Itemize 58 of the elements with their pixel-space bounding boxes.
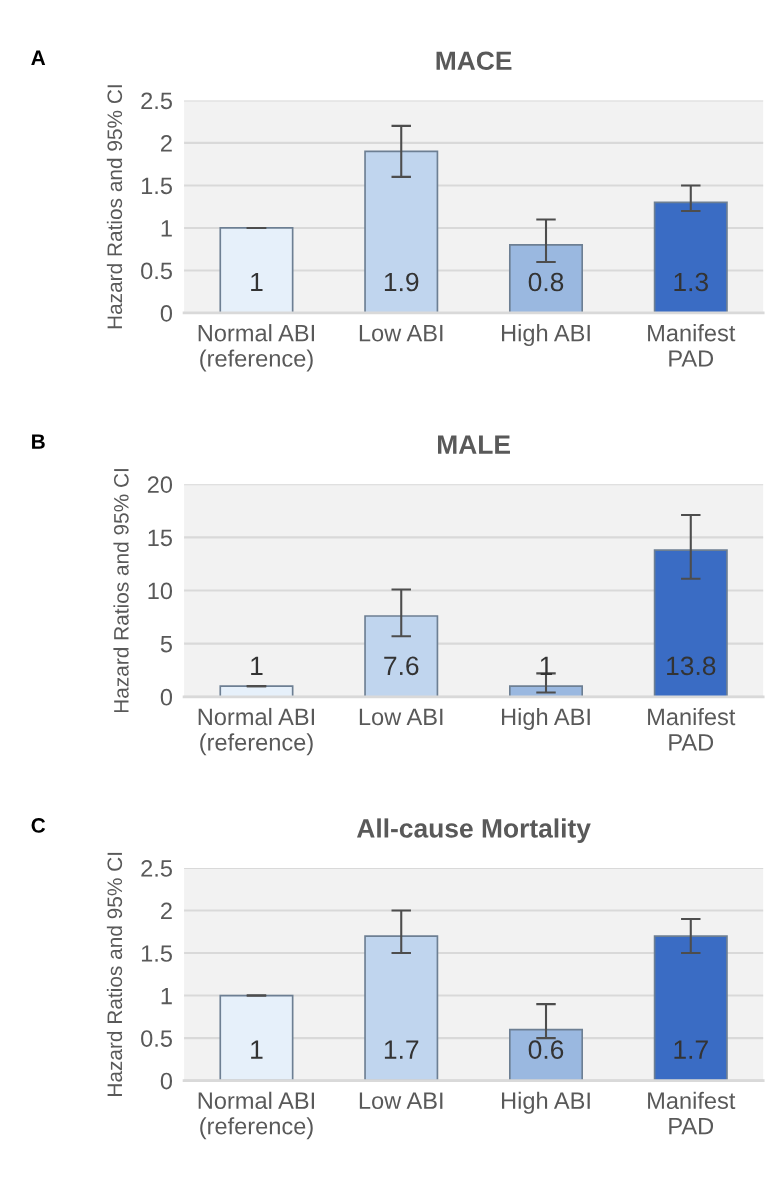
y-tick-label: 20 (147, 476, 173, 493)
y-tick-label: 2.5 (141, 92, 172, 110)
data-label: 1 (251, 1040, 263, 1059)
bar (508, 244, 584, 313)
x-tick-label: High ABI (502, 707, 590, 730)
x-tick-label: Low ABI (359, 324, 443, 342)
bar (653, 201, 728, 313)
y-tick-label: 0.5 (141, 1030, 172, 1047)
y-tick-label: 10 (148, 582, 173, 600)
y-tick-label: 0.5 (141, 262, 172, 280)
x-tick-label: Manifest PAD (648, 707, 736, 751)
x-tick-label: Low ABI (359, 708, 443, 726)
data-label: 0.6 (528, 1040, 564, 1059)
y-tick-label: 1 (161, 987, 172, 1005)
x-tick-label: Manifest PAD (648, 1091, 736, 1135)
text: B (32, 434, 45, 449)
bar (364, 615, 439, 697)
data-label: 1 (251, 272, 263, 292)
x-tick-label: High ABI (502, 1091, 590, 1114)
x-tick-label: Normal ABI (reference) (198, 1091, 314, 1140)
data-label: 1.9 (384, 272, 419, 292)
bar (653, 549, 728, 697)
y-axis-title: Hazard Ratios and 95% CI (106, 85, 123, 329)
x-tick-label: Low ABI (359, 1092, 443, 1110)
data-label: 0.8 (528, 272, 564, 292)
text: C (31, 818, 46, 833)
x-tick-label: Manifest PAD (648, 324, 736, 367)
y-tick-label: 2.5 (141, 860, 172, 877)
x-tick-label: Normal ABI (reference) (198, 707, 314, 756)
y-tick-label: 15 (148, 529, 172, 547)
data-label: 13.8 (667, 656, 716, 676)
y-tick-label: 1 (161, 220, 172, 237)
y-axis-title: Hazard Ratios and 95% CI (113, 469, 129, 713)
data-label: 7.6 (384, 656, 419, 676)
data-label: 1 (251, 656, 263, 675)
y-tick-label: 5 (160, 635, 172, 653)
y-tick-label: 0 (160, 305, 173, 322)
y-tick-label: 2 (161, 902, 172, 920)
bar (508, 1028, 584, 1081)
x-tick-label: High ABI (502, 324, 590, 347)
chart-title: All-cause Mortality (356, 818, 591, 843)
y-tick-label: 2 (161, 134, 172, 152)
data-label: 1.3 (674, 272, 708, 292)
chart-title: MALE (438, 435, 510, 454)
y-tick-label: 1.5 (141, 945, 172, 962)
data-label: 1.7 (384, 1040, 419, 1059)
y-axis-title: Hazard Ratios and 95% CI (106, 852, 123, 1096)
bar (653, 935, 728, 1081)
data-label: 1.7 (674, 1040, 708, 1059)
bar (364, 150, 439, 313)
y-tick-label: 1.5 (141, 177, 172, 195)
x-tick-label: Normal ABI (reference) (198, 324, 314, 372)
y-tick-label: 0 (160, 1072, 173, 1090)
data-label: 1 (540, 656, 553, 675)
chart-title: MACE (436, 51, 512, 71)
bar (364, 935, 439, 1081)
y-tick-label: 0 (160, 688, 173, 706)
text: A (31, 50, 46, 65)
